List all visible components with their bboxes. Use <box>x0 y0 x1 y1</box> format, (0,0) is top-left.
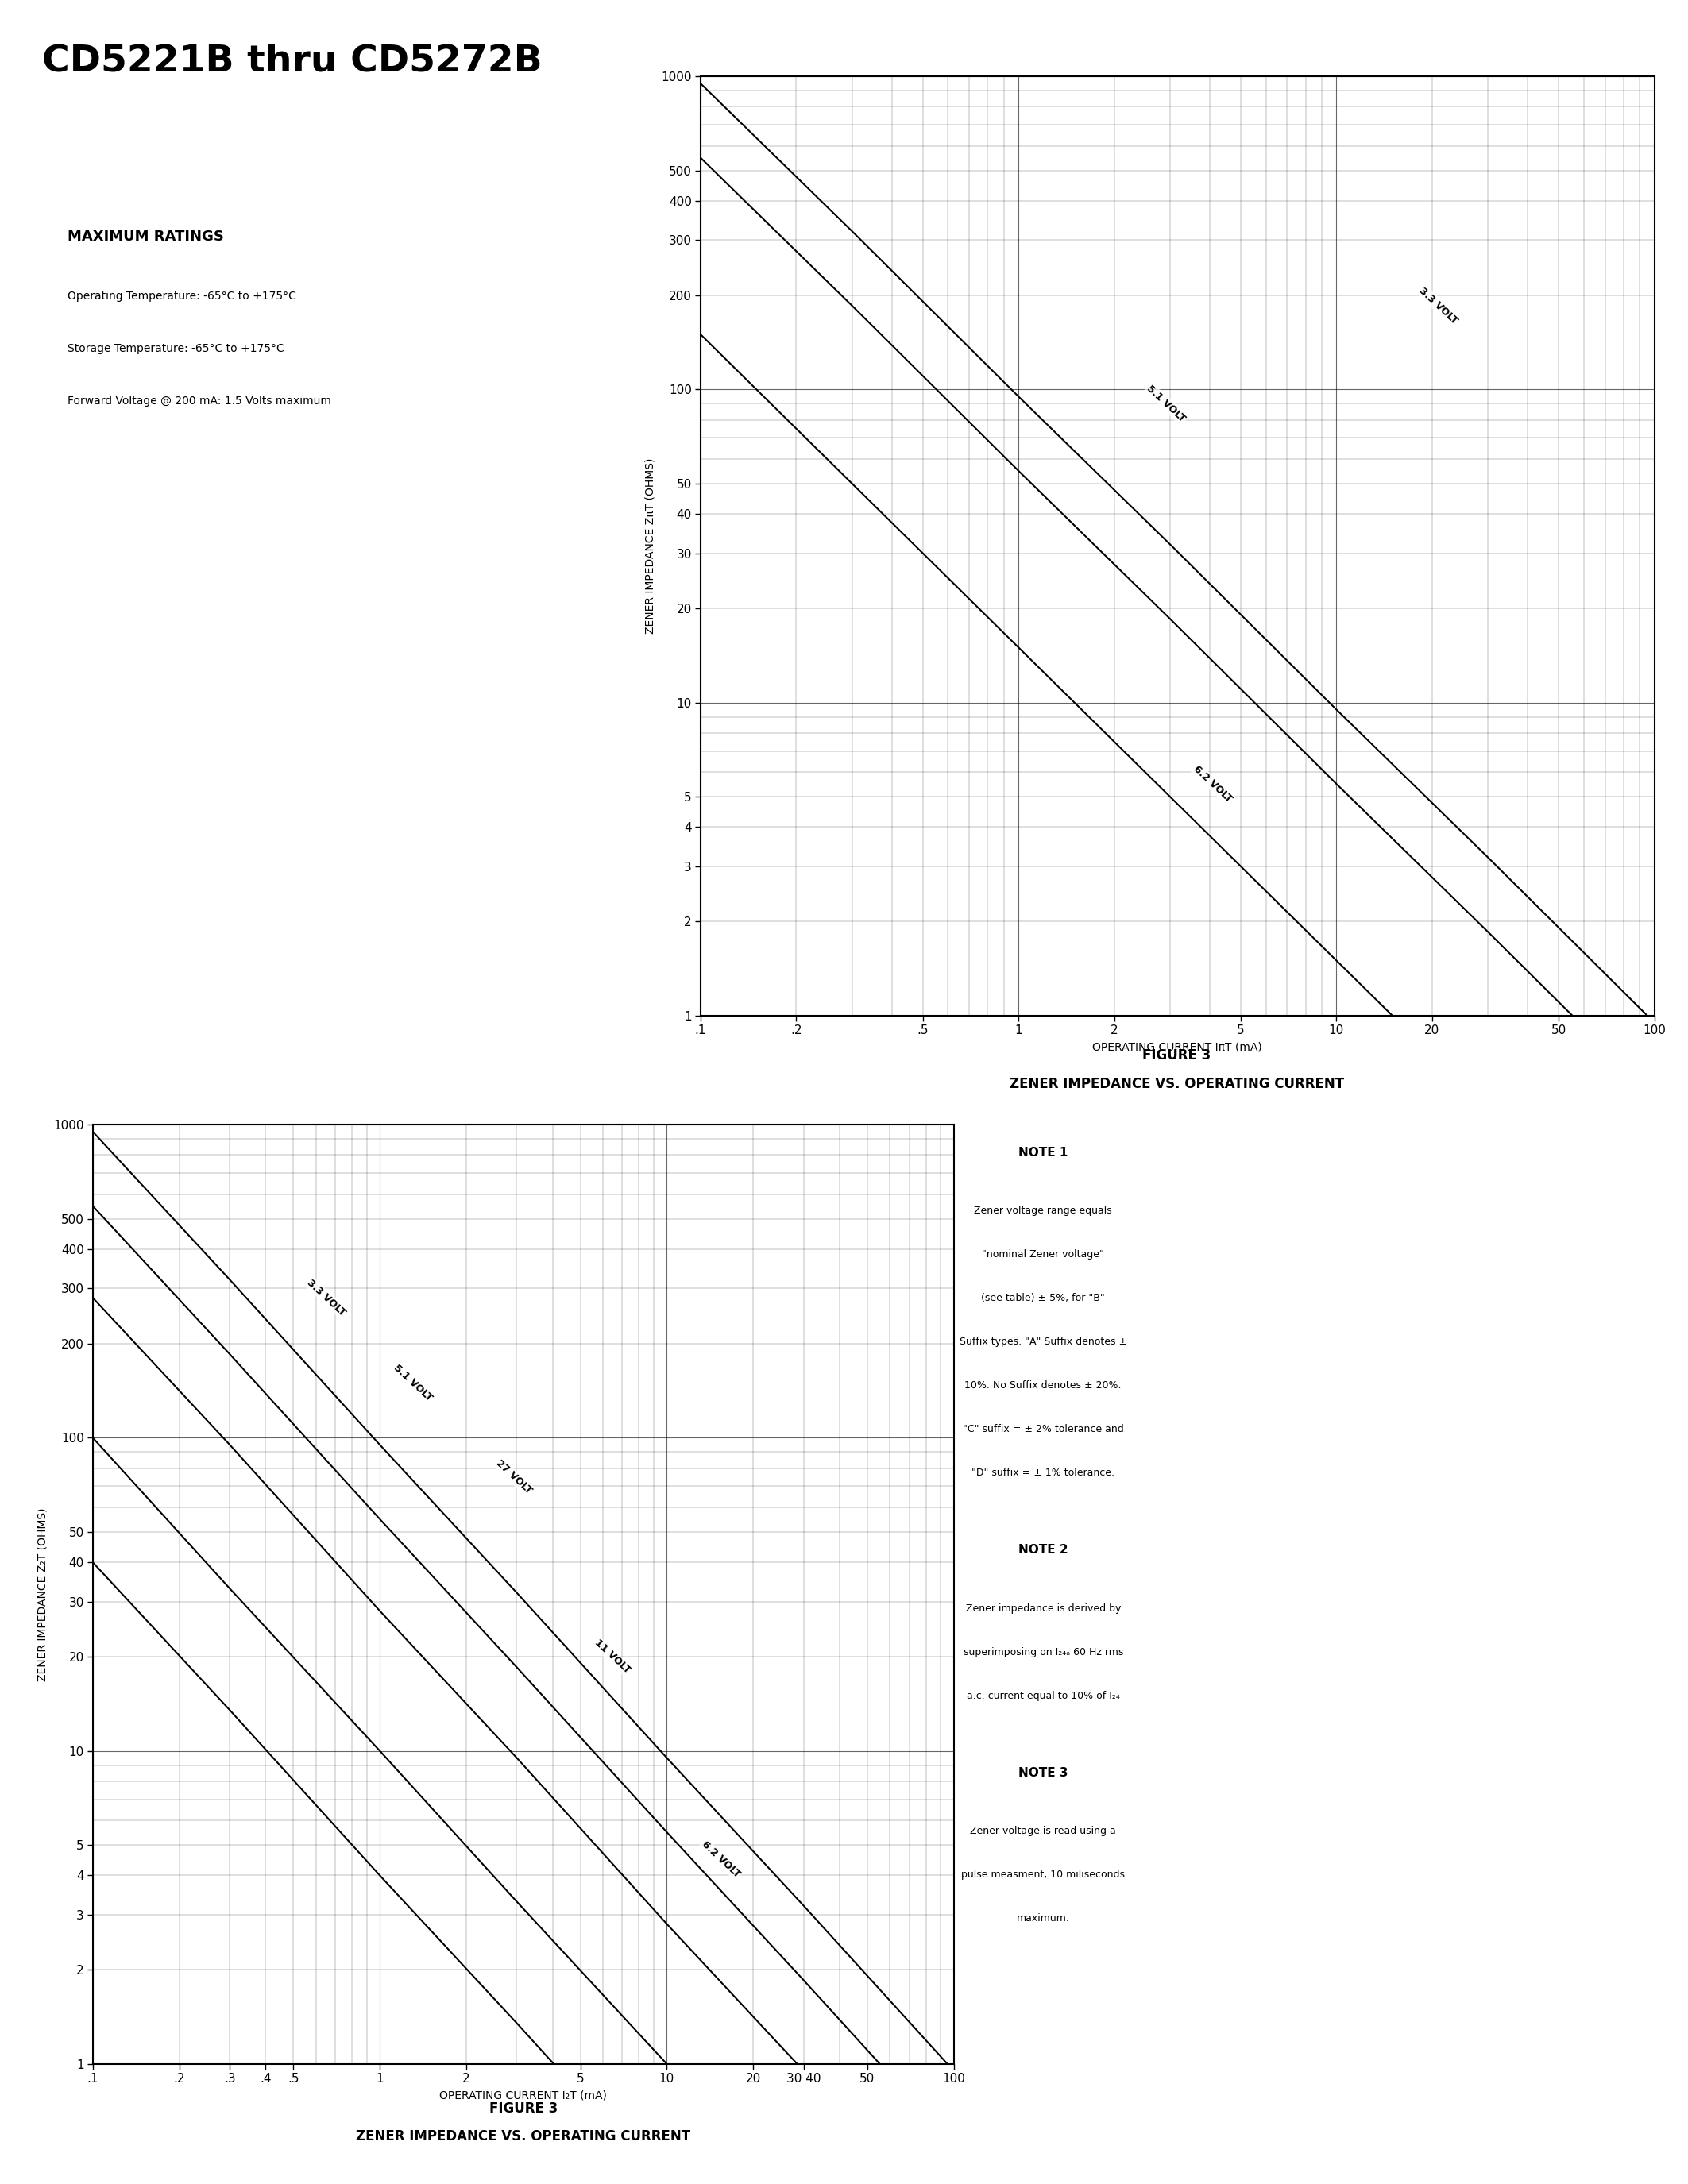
Text: ZENER IMPEDANCE VS. OPERATING CURRENT: ZENER IMPEDANCE VS. OPERATING CURRENT <box>356 2129 690 2145</box>
Text: FIGURE 3: FIGURE 3 <box>1143 1048 1210 1064</box>
Text: Zener voltage is read using a: Zener voltage is read using a <box>971 1826 1116 1837</box>
Y-axis label: ZENER IMPEDANCE ZπT (OHMS): ZENER IMPEDANCE ZπT (OHMS) <box>645 459 655 633</box>
Text: 27 VOLT: 27 VOLT <box>495 1459 533 1496</box>
X-axis label: OPERATING CURRENT I₂T (mA): OPERATING CURRENT I₂T (mA) <box>439 2090 608 2101</box>
Text: NOTE 3: NOTE 3 <box>1018 1767 1069 1778</box>
Text: Zener voltage range equals: Zener voltage range equals <box>974 1206 1112 1216</box>
Text: ZENER IMPEDANCE VS. OPERATING CURRENT: ZENER IMPEDANCE VS. OPERATING CURRENT <box>1009 1077 1344 1092</box>
Text: CD5221B thru CD5272B: CD5221B thru CD5272B <box>42 44 542 79</box>
Text: 5.1 VOLT: 5.1 VOLT <box>1144 384 1187 424</box>
Y-axis label: ZENER IMPEDANCE Z₂T (OHMS): ZENER IMPEDANCE Z₂T (OHMS) <box>37 1507 47 1682</box>
Text: NOTE 2: NOTE 2 <box>1018 1544 1069 1555</box>
Text: "nominal Zener voltage": "nominal Zener voltage" <box>982 1249 1104 1260</box>
Text: Storage Temperature: -65°C to +175°C: Storage Temperature: -65°C to +175°C <box>68 343 284 354</box>
Text: 5.1 VOLT: 5.1 VOLT <box>392 1363 434 1402</box>
Text: 6.2 VOLT: 6.2 VOLT <box>699 1839 743 1880</box>
Text: "C" suffix = ± 2% tolerance and: "C" suffix = ± 2% tolerance and <box>962 1424 1124 1435</box>
Text: a.c. current equal to 10% of I₂₄: a.c. current equal to 10% of I₂₄ <box>967 1690 1119 1701</box>
Text: FIGURE 3: FIGURE 3 <box>490 2101 557 2116</box>
X-axis label: OPERATING CURRENT IπT (mA): OPERATING CURRENT IπT (mA) <box>1092 1042 1263 1053</box>
Text: superimposing on I₂₄ₐ 60 Hz rms: superimposing on I₂₄ₐ 60 Hz rms <box>964 1647 1123 1658</box>
Text: 11 VOLT: 11 VOLT <box>592 1638 631 1675</box>
Text: (see table) ± 5%, for "B": (see table) ± 5%, for "B" <box>981 1293 1106 1304</box>
Text: Forward Voltage @ 200 mA: 1.5 Volts maximum: Forward Voltage @ 200 mA: 1.5 Volts maxi… <box>68 395 331 406</box>
Text: Suffix types. "A" Suffix denotes ±: Suffix types. "A" Suffix denotes ± <box>959 1337 1128 1348</box>
Text: 3.3 VOLT: 3.3 VOLT <box>1418 286 1460 325</box>
Text: pulse measment, 10 miliseconds: pulse measment, 10 miliseconds <box>962 1870 1124 1880</box>
Text: "D" suffix = ± 1% tolerance.: "D" suffix = ± 1% tolerance. <box>972 1468 1114 1479</box>
Text: 6.2 VOLT: 6.2 VOLT <box>1192 764 1234 804</box>
Text: NOTE 1: NOTE 1 <box>1018 1147 1069 1158</box>
Text: 3.3 VOLT: 3.3 VOLT <box>306 1278 348 1319</box>
Text: Operating Temperature: -65°C to +175°C: Operating Temperature: -65°C to +175°C <box>68 290 295 301</box>
Text: Zener impedance is derived by: Zener impedance is derived by <box>966 1603 1121 1614</box>
Text: 10%. No Suffix denotes ± 20%.: 10%. No Suffix denotes ± 20%. <box>966 1380 1121 1391</box>
Text: maximum.: maximum. <box>1016 1913 1070 1924</box>
Text: MAXIMUM RATINGS: MAXIMUM RATINGS <box>68 229 225 245</box>
